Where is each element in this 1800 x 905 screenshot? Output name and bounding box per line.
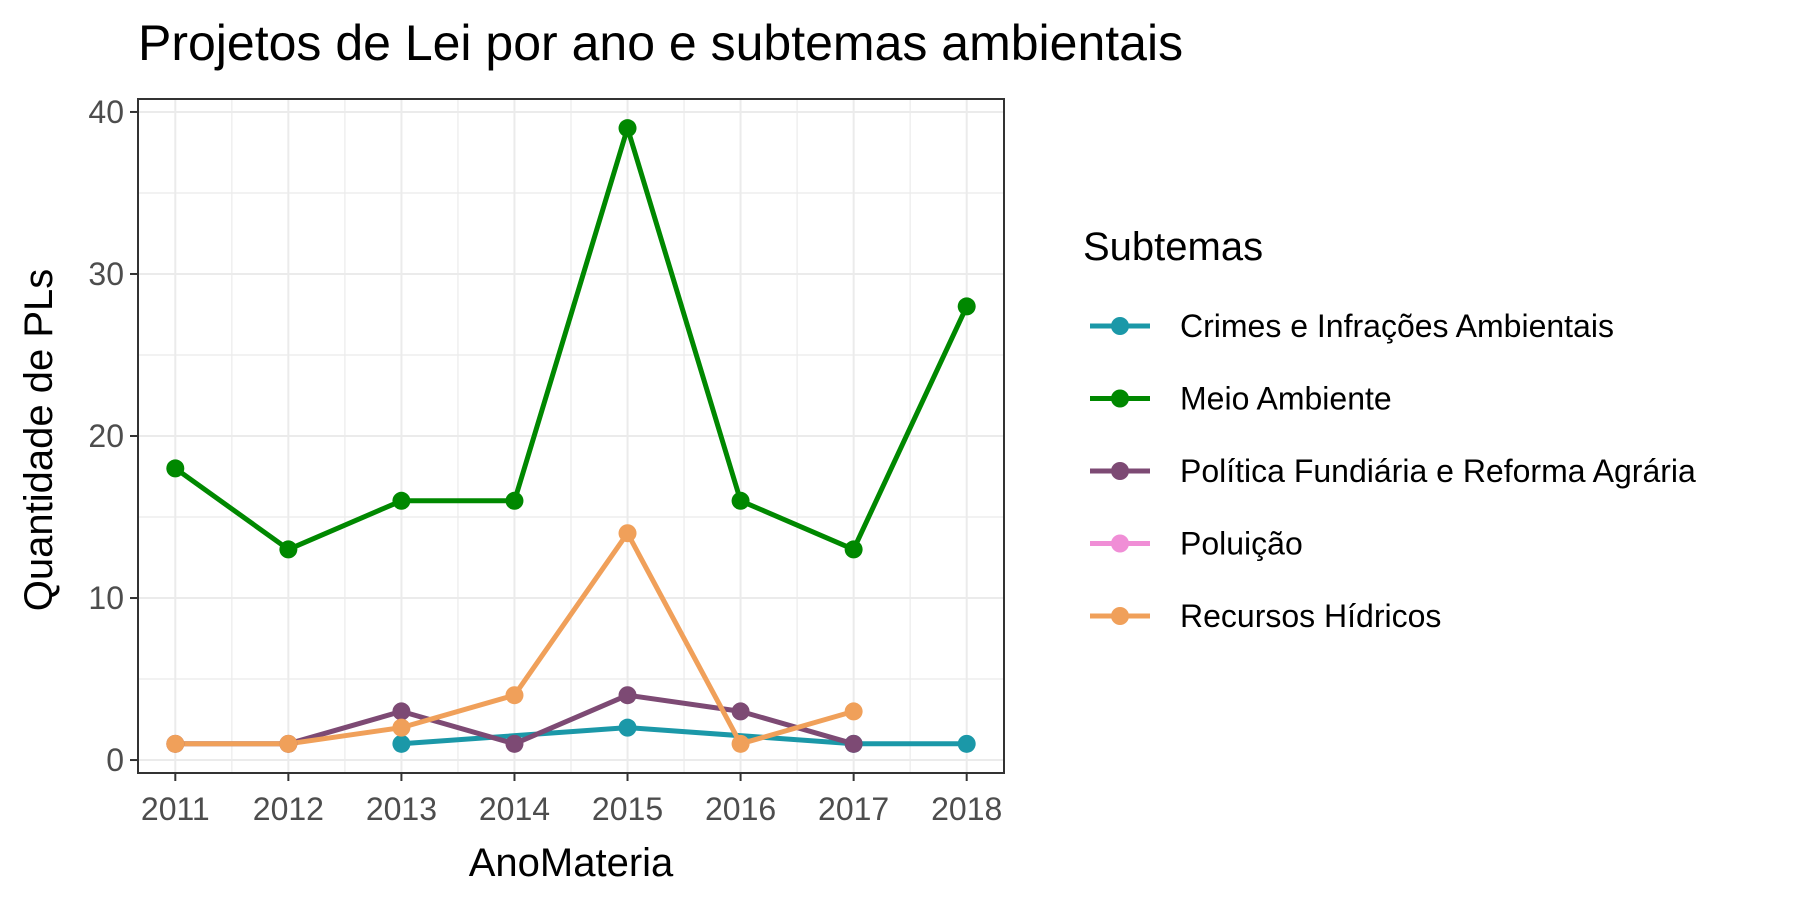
y-tick-label: 0 (106, 742, 124, 778)
legend: Subtemas Crimes e Infrações Ambientais Me… (1083, 225, 1696, 634)
legend-label: Meio Ambiente (1180, 381, 1392, 417)
data-point (392, 702, 411, 721)
x-tick-label: 2014 (479, 791, 550, 827)
data-point (844, 540, 863, 559)
legend-label: Política Fundiária e Reforma Agrária (1180, 453, 1696, 489)
data-point (392, 718, 411, 737)
data-point (731, 491, 750, 510)
legend-label: Poluição (1180, 526, 1303, 562)
y-axis-title: Quantidade de PLs (17, 269, 61, 611)
data-point (731, 734, 750, 753)
y-tick-label: 20 (88, 418, 124, 454)
y-tick-label: 30 (88, 256, 124, 292)
x-tick-label: 2013 (366, 791, 437, 827)
data-point (392, 734, 411, 753)
data-point (957, 734, 976, 753)
x-tick-label: 2018 (931, 791, 1002, 827)
data-point (844, 702, 863, 721)
data-point (618, 686, 637, 705)
x-tick-label: 2015 (592, 791, 663, 827)
data-point (505, 734, 524, 753)
data-point (392, 491, 411, 510)
y-tick-label: 40 (88, 94, 124, 130)
legend-title: Subtemas (1083, 225, 1263, 269)
legend-key-point (1111, 607, 1129, 625)
data-point (279, 540, 298, 559)
x-tick-label: 2012 (253, 791, 324, 827)
data-point (731, 702, 750, 721)
chart-title: Projetos de Lei por ano e subtemas ambie… (138, 15, 1183, 71)
data-point (844, 734, 863, 753)
plot-area: 2011 2012 2013 2014 2015 2016 2017 2018 0 10 20 30 4… (88, 94, 1005, 827)
legend-label: Crimes e Infrações Ambientais (1180, 308, 1614, 344)
data-point (505, 686, 524, 705)
x-tick-label: 2017 (818, 791, 889, 827)
data-point (166, 459, 185, 478)
legend-key-point (1111, 462, 1129, 480)
x-tick-label: 2016 (705, 791, 776, 827)
data-point (618, 718, 637, 737)
legend-key-point (1111, 534, 1129, 553)
data-point (166, 734, 185, 753)
data-point (279, 734, 298, 753)
data-point (618, 524, 637, 543)
data-point (505, 491, 524, 510)
legend-key-point (1111, 317, 1129, 335)
x-axis-title: AnoMateria (469, 841, 674, 885)
data-point (957, 297, 976, 316)
legend-key-point (1111, 389, 1129, 408)
x-tick-label: 2011 (141, 791, 210, 827)
y-tick-label: 10 (88, 580, 124, 616)
legend-label: Recursos Hídricos (1180, 598, 1441, 634)
series-line (173, 125, 969, 552)
data-point (618, 119, 637, 138)
